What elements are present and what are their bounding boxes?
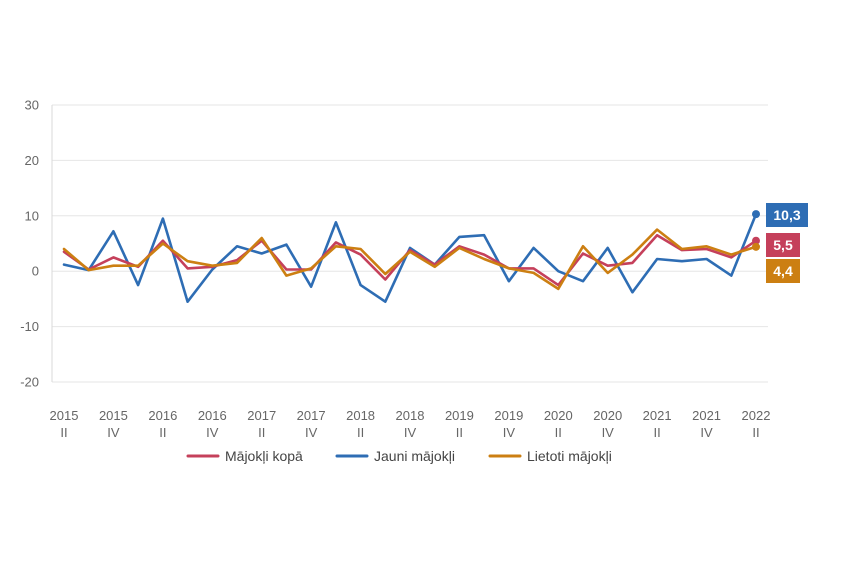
x-tick-year: 2021 xyxy=(643,408,672,423)
x-tick-quarter: IV xyxy=(404,425,417,440)
series-line xyxy=(62,228,758,291)
series-end-point xyxy=(752,210,760,219)
series-line xyxy=(62,233,758,287)
series-lines xyxy=(62,210,760,304)
y-tick-label: 10 xyxy=(25,208,39,223)
y-tick-label: -20 xyxy=(20,375,39,390)
end-label-box xyxy=(766,233,800,257)
x-tick-quarter: II xyxy=(654,425,661,440)
x-tick-quarter: II xyxy=(456,425,463,440)
gridlines xyxy=(51,104,768,383)
x-tick-quarter: II xyxy=(258,425,265,440)
x-tick-quarter: IV xyxy=(503,425,516,440)
end-value-labels: 5,5 10,3 4,4 xyxy=(766,203,808,283)
x-tick-year: 2016 xyxy=(148,408,177,423)
y-axis: -20 -10 0 10 20 30 xyxy=(20,98,39,390)
x-tick-quarter: II xyxy=(555,425,562,440)
legend-label: Mājokļi kopā xyxy=(225,448,303,464)
series-line xyxy=(62,212,758,304)
x-tick-quarter: II xyxy=(60,425,67,440)
x-tick-quarter: IV xyxy=(700,425,713,440)
x-tick-year: 2015 xyxy=(99,408,128,423)
series-end-point xyxy=(752,242,760,251)
y-tick-label: 0 xyxy=(32,264,39,279)
x-tick-year: 2021 xyxy=(692,408,721,423)
x-tick-year: 2022 xyxy=(742,408,771,423)
x-tick-year: 2017 xyxy=(247,408,276,423)
x-tick-quarter: II xyxy=(357,425,364,440)
end-label-box xyxy=(766,203,808,227)
x-tick-quarter: II xyxy=(752,425,759,440)
legend-label: Lietoti mājokļi xyxy=(527,448,612,464)
x-tick-year: 2020 xyxy=(593,408,622,423)
end-label-text: 10,3 xyxy=(773,207,800,223)
x-tick-year: 2018 xyxy=(396,408,425,423)
x-tick-year: 2019 xyxy=(494,408,523,423)
legend-label: Jauni mājokļi xyxy=(374,448,455,464)
x-tick-year: 2018 xyxy=(346,408,375,423)
end-label-text: 5,5 xyxy=(773,237,793,253)
x-tick-year: 2015 xyxy=(50,408,79,423)
x-tick-quarter: II xyxy=(159,425,166,440)
x-tick-year: 2016 xyxy=(198,408,227,423)
y-tick-label: 30 xyxy=(25,98,39,113)
y-tick-label: -10 xyxy=(20,319,39,334)
x-tick-year: 2019 xyxy=(445,408,474,423)
y-tick-label: 20 xyxy=(25,153,39,168)
x-tick-quarter: IV xyxy=(206,425,219,440)
x-tick-year: 2020 xyxy=(544,408,573,423)
x-tick-quarter: IV xyxy=(107,425,120,440)
end-label-text: 4,4 xyxy=(773,263,793,279)
end-label-box xyxy=(766,259,800,283)
legend: Mājokļi kopā Jauni mājokļi Lietoti mājokļi xyxy=(186,448,612,464)
x-axis: 2015 II 2015 IV 2016 II 2016 IV 2017 II 2017 IV 2018… xyxy=(50,408,771,440)
x-tick-year: 2017 xyxy=(297,408,326,423)
series-end-point xyxy=(752,236,760,245)
x-tick-quarter: IV xyxy=(305,425,318,440)
x-tick-quarter: IV xyxy=(602,425,615,440)
